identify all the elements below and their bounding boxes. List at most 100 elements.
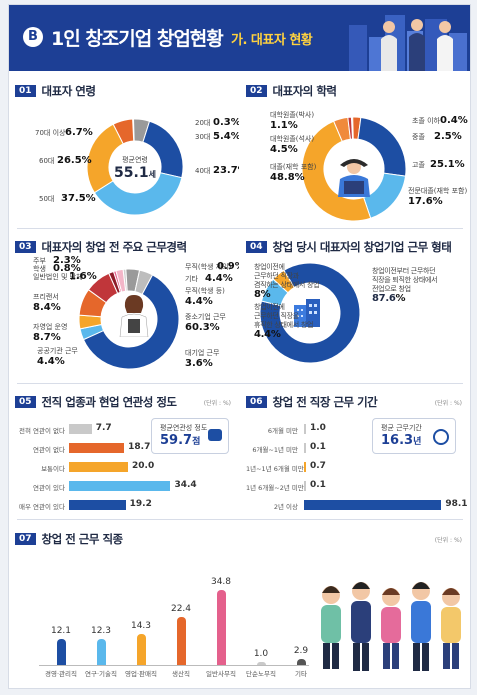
column-bar <box>57 638 66 665</box>
bar <box>69 424 92 434</box>
donut-slice <box>115 268 127 293</box>
slice-value: 6.7% <box>65 127 93 138</box>
column-bar <box>177 616 186 665</box>
column-category-label: 일반사무직 <box>206 670 236 678</box>
infographic-page: B 1인 창조기업 창업현황 가. 대표자 현황 01 대표자 연령 20대 0.… <box>8 4 471 689</box>
education-donut-chart: 초졸 이하 0.4% 중졸 2.5% 고졸 25.1% 전문대졸(재학 포함)17.6… <box>270 110 468 222</box>
woman-tablet-illustration <box>119 295 149 337</box>
work-type-donut-chart <box>259 262 361 364</box>
avg-age-label: 평균연령 <box>122 156 148 164</box>
work-type-label-concurrent: 창업이전에 근무하던 직장과 겸직하는 상태에서 창업 8% <box>254 263 320 300</box>
panel-number: 01 <box>15 85 36 97</box>
briefcase-icon <box>208 429 222 441</box>
bar <box>304 500 442 510</box>
slice-label: 무직(학생 등) <box>185 286 225 295</box>
slice-value: 1.1% <box>270 120 298 131</box>
slice-label: 대졸(재학 포함) <box>270 162 317 171</box>
slice-value: 23.7% <box>213 165 239 176</box>
bar-category-label: 연관이 있다 <box>33 484 65 492</box>
slice-label: 40대 <box>195 167 210 175</box>
column-value-label: 34.8 <box>210 577 232 588</box>
column-value-label: 14.3 <box>130 621 152 632</box>
bar <box>69 500 126 510</box>
column-category-label: 영업·판매직 <box>125 670 157 678</box>
column-value-label: 12.1 <box>50 625 72 636</box>
slice-value: 2.5% <box>434 131 462 142</box>
slice-label: 프리랜서 <box>33 292 59 301</box>
donut-slice <box>93 172 183 216</box>
slice-label: 전문대졸(재학 포함) <box>408 186 467 195</box>
column-category-label: 경영·관리직 <box>45 670 77 678</box>
bar <box>69 481 171 491</box>
slice-value: 60.3% <box>185 322 220 333</box>
bar-value-label: 0.1 <box>310 442 326 452</box>
slice-label: 30대 <box>195 133 210 141</box>
bar <box>304 462 306 472</box>
slice-label: 50대 <box>39 195 54 203</box>
bar <box>304 424 306 434</box>
slice-value: 8.7% <box>33 332 61 343</box>
x-axis-line <box>39 665 309 666</box>
panel-title: 창업 전 근무 직종 <box>41 532 124 546</box>
column-bar <box>97 638 106 665</box>
column-bar <box>297 658 306 665</box>
panel-work-period: 06 창업 전 직장 근무 기간 (단위 : %) 6개월 미만 1.0 6개월~1년… <box>240 388 470 518</box>
unit-label: (단위 : %) <box>434 400 462 407</box>
panel-relevance: 05 전직 업종과 현업 연관성 정도 (단위 : %) 전혀 연관이 없다 7.7… <box>9 388 239 518</box>
slice-label: 학생 <box>33 264 46 273</box>
building-icon <box>294 299 320 327</box>
panel-education: 02 대표자의 학력 초졸 이하 0.4% 중졸 2.5% 고졸 25.1% 전문대졸(… <box>240 77 470 227</box>
team-illustration <box>321 582 461 671</box>
donut-slice <box>259 262 361 364</box>
bar-value-label: 18.7 <box>128 442 151 452</box>
slice-value: 1.6% <box>69 271 97 282</box>
bar-category-label: 2년 이상 <box>273 503 298 511</box>
bar-value-label: 0.1 <box>310 480 326 490</box>
panel-title: 대표자 연령 <box>41 84 96 98</box>
slice-label: 초졸 이하 <box>412 116 441 125</box>
slice-value: 0.3% <box>213 117 239 128</box>
career-donut-chart: 무직(학생 제외) 0.9%기타 4.4%무직(학생 등)4.4%중소기업 근무… <box>33 255 239 370</box>
slice-label: 무직(학생 제외) <box>185 262 232 271</box>
column-category-label: 단순노무직 <box>246 670 276 678</box>
bar-value-label: 19.2 <box>129 499 152 509</box>
slice-value: 25.1% <box>430 159 465 170</box>
slice-label: 60대 <box>39 157 54 165</box>
panel-title: 창업 당시 대표자의 창업기업 근무 형태 <box>272 240 452 254</box>
people-illustration <box>381 19 453 71</box>
column-category-label: 연구·기술직 <box>85 670 117 678</box>
bar <box>304 481 306 491</box>
slice-value: 4.4% <box>37 356 65 367</box>
slice-label: 일반법인 및 단체 <box>33 272 83 281</box>
slice-label: 70대 이상 <box>35 128 66 137</box>
clock-icon <box>433 429 449 445</box>
donut-slice <box>112 118 135 145</box>
column-value-label: 22.4 <box>170 603 192 614</box>
donut-slice <box>301 120 372 222</box>
column-bar <box>137 634 146 665</box>
work-type-label-leave: 창업이전에 근무하던 직장을 휴직한 상태에서 창업 4.4% <box>254 303 314 340</box>
panel-title: 대표자의 학력 <box>272 84 337 98</box>
column-value-label: 12.3 <box>90 625 112 636</box>
slice-value: 0.9% <box>217 261 239 272</box>
bar <box>69 443 125 453</box>
slice-value: 4.4% <box>205 273 233 284</box>
slice-value: 0.8% <box>53 263 81 274</box>
slice-value: 5.4% <box>213 131 239 142</box>
panel-number: 05 <box>15 396 36 408</box>
panel-age: 01 대표자 연령 20대 0.3%30대 5.4% 40대 23.7% 50대 37… <box>9 77 239 227</box>
column-bar <box>257 662 266 665</box>
section-badge: B <box>23 27 43 47</box>
panel-number: 02 <box>246 85 267 97</box>
column-bar <box>217 590 226 665</box>
slice-label: 대기업 근무 <box>185 348 220 357</box>
panel-title: 대표자의 창업 전 주요 근무경력 <box>41 240 188 254</box>
bar-category-label: 전혀 연관이 없다 <box>19 427 65 435</box>
unit-label: (단위 : %) <box>434 537 462 544</box>
donut-slice <box>347 116 354 140</box>
slice-value: 4.4% <box>185 296 213 307</box>
panel-number: 04 <box>246 241 267 253</box>
slice-value: 4.5% <box>270 144 298 155</box>
slice-value: 0.4% <box>440 115 468 126</box>
column-value-label: 1.0 <box>253 649 269 659</box>
